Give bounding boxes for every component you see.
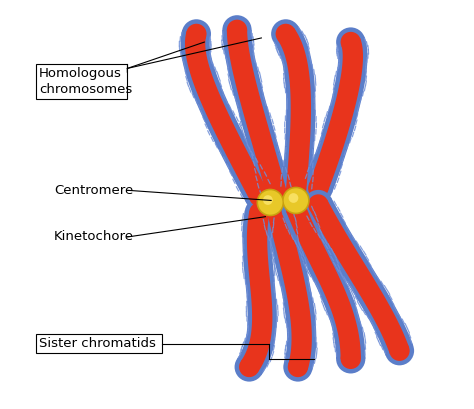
Circle shape (282, 187, 310, 214)
Polygon shape (185, 31, 268, 201)
Circle shape (267, 186, 288, 207)
Circle shape (288, 357, 308, 377)
Circle shape (281, 178, 310, 207)
Polygon shape (237, 210, 277, 375)
Circle shape (263, 195, 273, 205)
Circle shape (263, 182, 292, 211)
Polygon shape (274, 25, 316, 193)
Circle shape (186, 24, 207, 44)
Circle shape (249, 186, 270, 207)
Circle shape (286, 198, 306, 219)
Circle shape (336, 27, 365, 56)
Circle shape (283, 353, 312, 382)
Text: Homologous
chromosomes: Homologous chromosomes (39, 67, 132, 96)
Circle shape (284, 188, 308, 213)
Polygon shape (268, 210, 312, 370)
Text: Sister chromatids: Sister chromatids (39, 337, 156, 350)
Circle shape (182, 19, 211, 49)
Text: Centromere: Centromere (54, 184, 134, 197)
FancyBboxPatch shape (36, 64, 128, 99)
Circle shape (249, 202, 270, 223)
Circle shape (308, 194, 328, 215)
Circle shape (304, 190, 333, 219)
FancyBboxPatch shape (36, 335, 162, 353)
Polygon shape (264, 209, 316, 371)
Text: Kinetochore: Kinetochore (54, 231, 134, 243)
Circle shape (281, 194, 310, 223)
Circle shape (256, 189, 284, 216)
Polygon shape (222, 30, 292, 200)
Polygon shape (305, 36, 367, 193)
Circle shape (304, 174, 333, 203)
Circle shape (227, 20, 247, 40)
Circle shape (271, 19, 301, 49)
Circle shape (275, 24, 296, 44)
Circle shape (245, 182, 274, 211)
Circle shape (308, 178, 328, 198)
Polygon shape (181, 30, 272, 203)
Polygon shape (241, 211, 273, 373)
Circle shape (341, 32, 361, 52)
Polygon shape (286, 205, 361, 359)
Polygon shape (309, 38, 363, 192)
Polygon shape (305, 198, 413, 356)
Circle shape (289, 193, 298, 203)
Circle shape (222, 15, 252, 45)
Polygon shape (277, 28, 311, 193)
Circle shape (286, 182, 306, 202)
Circle shape (245, 198, 274, 227)
Polygon shape (283, 203, 365, 359)
Circle shape (341, 349, 361, 369)
Circle shape (336, 344, 365, 373)
Circle shape (258, 190, 283, 215)
Circle shape (263, 198, 292, 227)
Circle shape (385, 336, 414, 365)
Circle shape (267, 202, 288, 223)
Polygon shape (309, 200, 409, 354)
Circle shape (239, 357, 259, 377)
Circle shape (389, 341, 410, 361)
Polygon shape (227, 30, 287, 199)
Circle shape (235, 353, 264, 382)
